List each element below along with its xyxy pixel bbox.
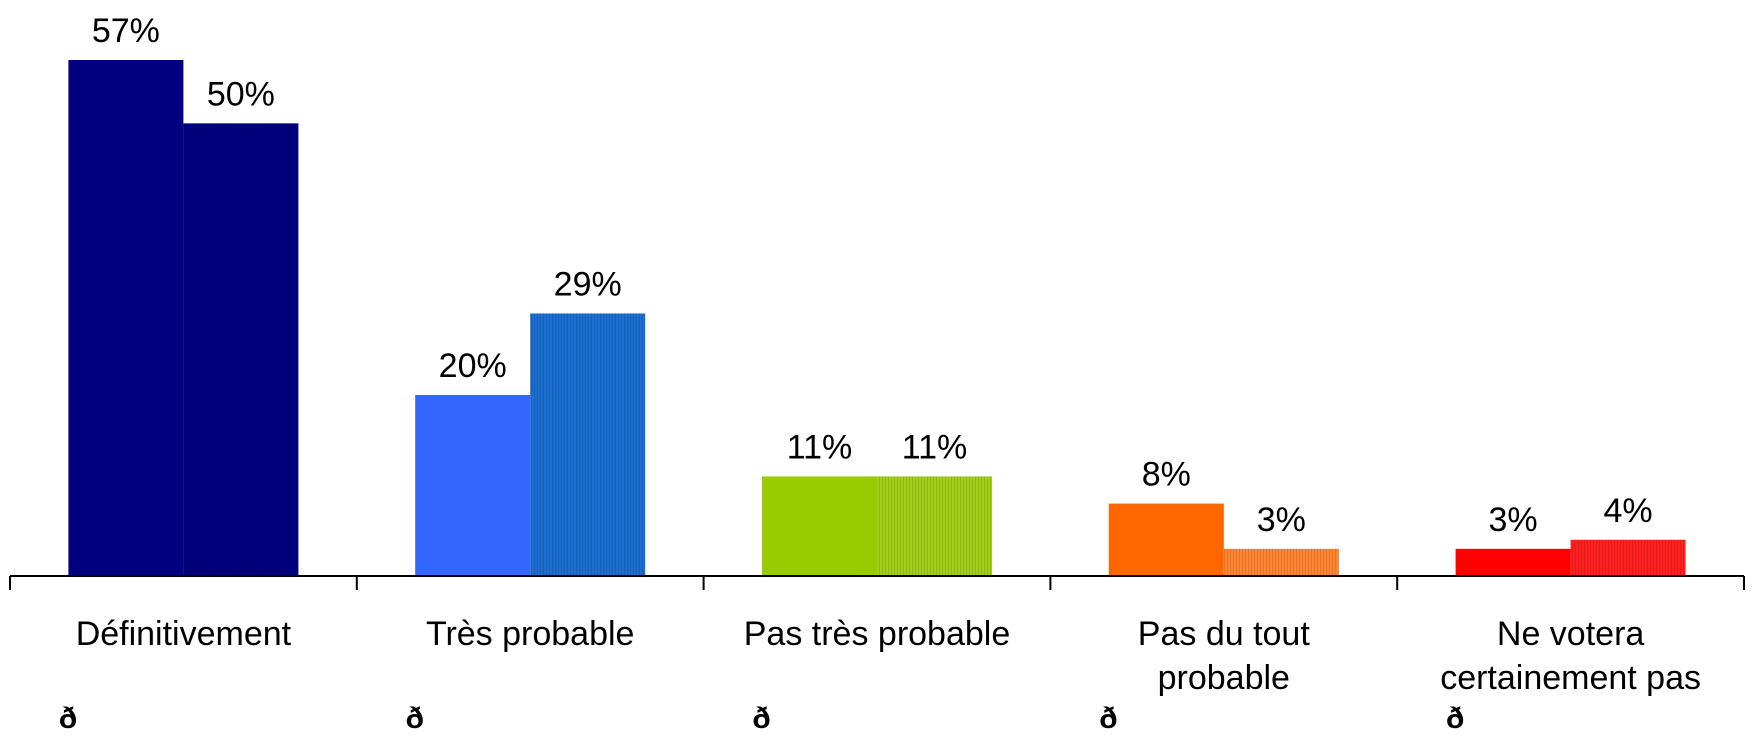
x-axis [9, 575, 1745, 590]
data-label-5-series-2: 4% [1604, 492, 1653, 530]
data-label-5-series-1: 3% [1489, 501, 1538, 539]
category-label-line: Pas du tout [1138, 615, 1311, 653]
category-label-line: Très probable [426, 615, 635, 653]
stray-glyph-4: ð [1099, 702, 1117, 735]
category-label-line: probable [1158, 659, 1290, 697]
bar-1-series-1 [68, 60, 184, 576]
bar-2-series-1 [415, 394, 531, 576]
bar-texture-3 [877, 476, 992, 576]
category-label-line: certainement pas [1440, 659, 1701, 697]
bar-texture-5 [1570, 539, 1686, 576]
data-label-4-series-1: 8% [1142, 456, 1191, 494]
category-label-line: Pas très probable [744, 615, 1011, 653]
category-label-3: Pas très probable [744, 615, 1011, 653]
category-label-2: Très probable [426, 615, 635, 653]
data-labels-group: 57% 50% 20% 29% 11% 11% 8% 3% 3% 4% [92, 12, 1653, 539]
data-label-1-series-1: 57% [92, 12, 160, 50]
stray-glyph-5: ð [1446, 702, 1464, 735]
bar-5-series-1 [1455, 548, 1571, 576]
bar-texture-4 [1223, 548, 1339, 576]
data-label-1-series-2: 50% [207, 75, 275, 113]
bar-3-series-1 [762, 476, 877, 576]
category-label-4: Pas du tout probable [1138, 615, 1311, 697]
data-label-2-series-1: 20% [439, 347, 507, 385]
stray-glyph-1: ð [59, 702, 77, 735]
data-label-3-series-2: 11% [902, 428, 968, 466]
bars-group [68, 60, 1686, 577]
category-label-line: Ne votera [1497, 615, 1644, 653]
bar-4-series-1 [1108, 503, 1224, 576]
category-label-line: Définitivement [76, 615, 292, 653]
data-label-4-series-2: 3% [1257, 501, 1306, 539]
bar-texture-1 [183, 123, 299, 577]
category-label-1: Définitivement [76, 615, 292, 653]
data-label-2-series-2: 29% [554, 265, 622, 303]
category-labels-group: Définitivement Très probable Pas très prob… [76, 615, 1701, 697]
bar-texture-2 [530, 313, 646, 576]
data-label-3-series-1: 11% [787, 428, 853, 466]
category-label-5: Ne votera certainement pas [1440, 615, 1701, 697]
stray-glyph-3: ð [752, 702, 770, 735]
stray-glyph-2: ð [406, 702, 424, 735]
